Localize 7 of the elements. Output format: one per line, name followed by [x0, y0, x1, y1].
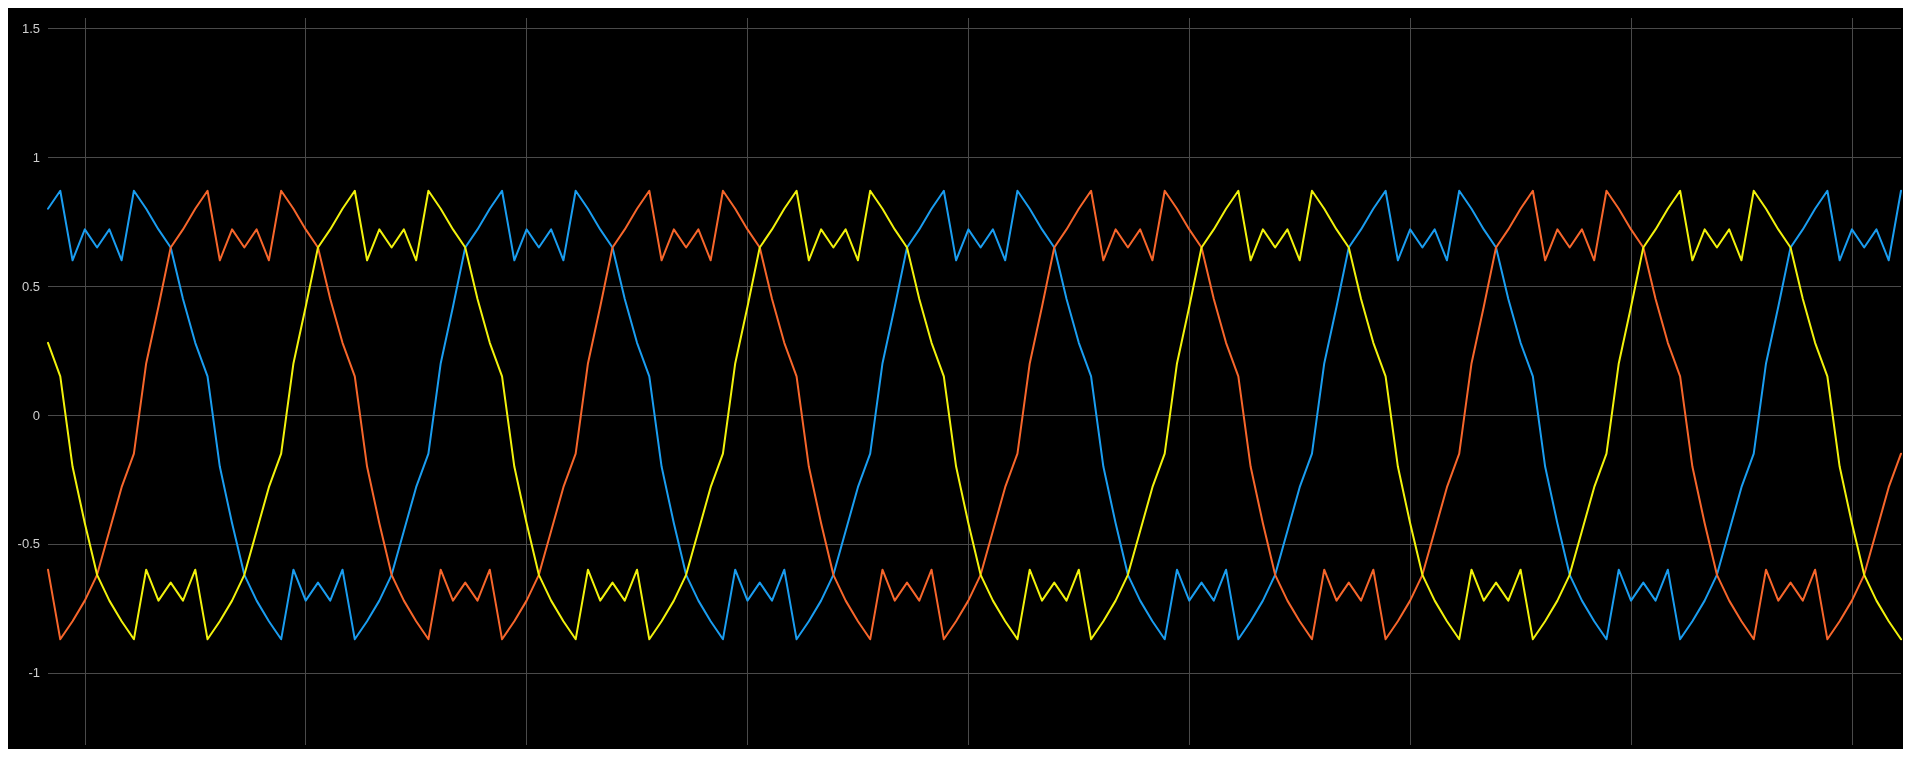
- y-tick-label: 0.5: [21, 278, 40, 294]
- y-tick-label: 0: [32, 407, 40, 423]
- y-tick-label: -0.5: [17, 536, 40, 552]
- y-tick-label: 1: [32, 149, 40, 165]
- line-series: [47, 189, 1902, 641]
- y-tick-label: -1: [28, 665, 40, 681]
- y-tick-label: 1.5: [21, 20, 40, 36]
